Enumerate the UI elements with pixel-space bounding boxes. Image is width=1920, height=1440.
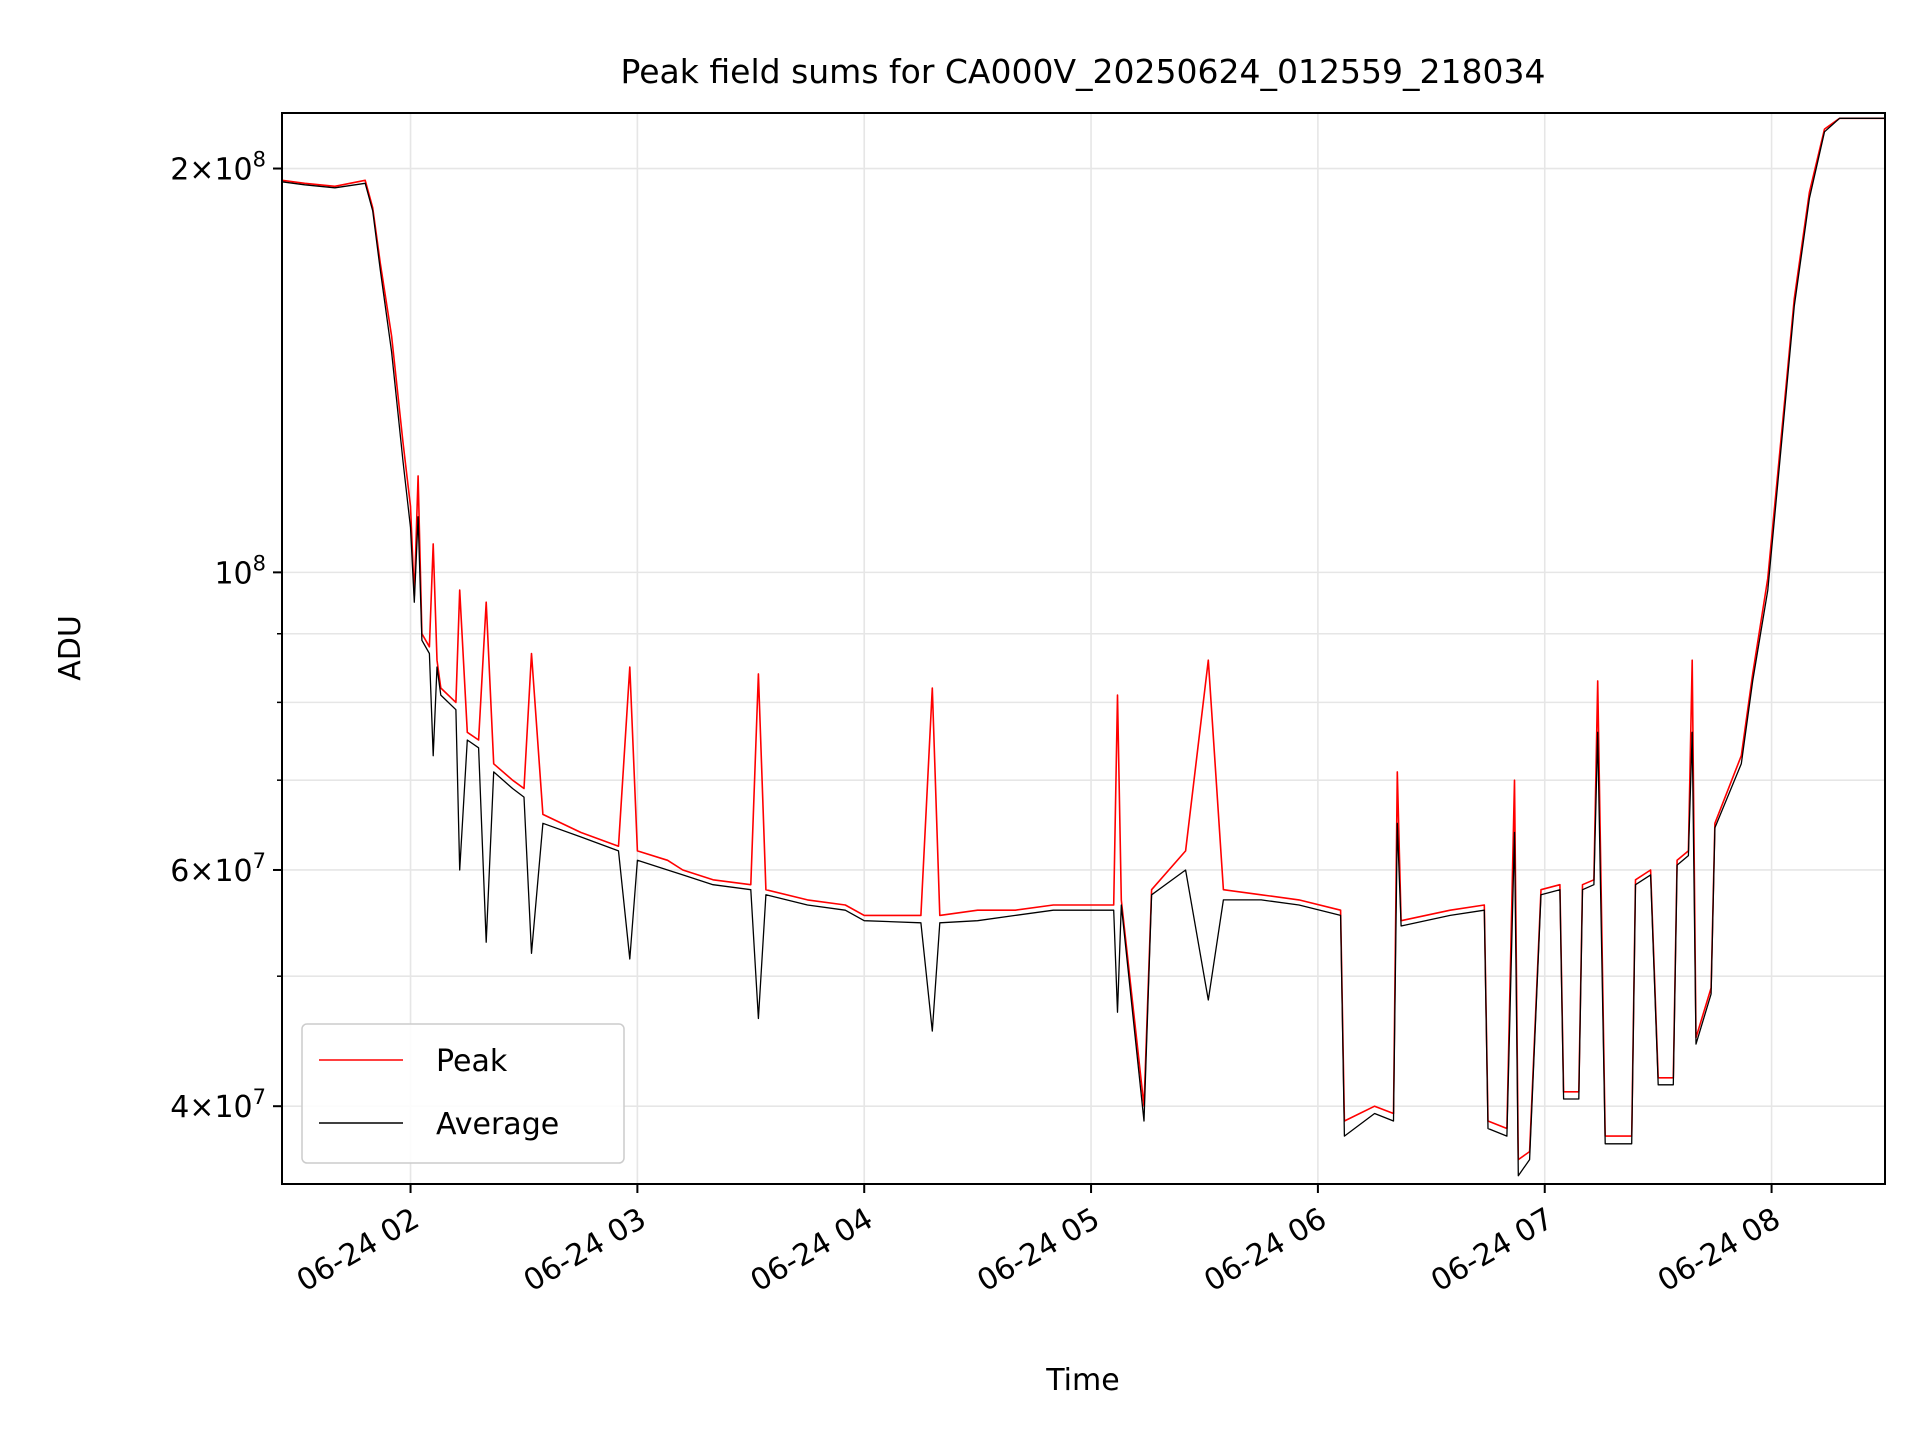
y-tick-label: 108 xyxy=(214,551,266,591)
y-axis-label: ADU xyxy=(53,615,88,681)
y-tick-label: 6×107 xyxy=(170,849,266,889)
legend-label-peak: Peak xyxy=(436,1044,508,1079)
series-line-average xyxy=(281,117,1885,1177)
legend-label-average: Average xyxy=(436,1107,559,1142)
x-axis-label: Time xyxy=(1045,1363,1119,1398)
plot-frame xyxy=(281,112,1886,1185)
chart-title: Peak field sums for CA000V_20250624_0125… xyxy=(621,52,1546,91)
y-axis: 4×107 6×107 108 2×108 xyxy=(170,148,282,1125)
legend: Peak Average xyxy=(301,1023,625,1164)
plot-lines xyxy=(281,117,1885,1177)
legend-box xyxy=(301,1023,625,1164)
y-tick-label: 2×108 xyxy=(170,148,266,188)
y-tick-label: 4×107 xyxy=(170,1085,266,1125)
